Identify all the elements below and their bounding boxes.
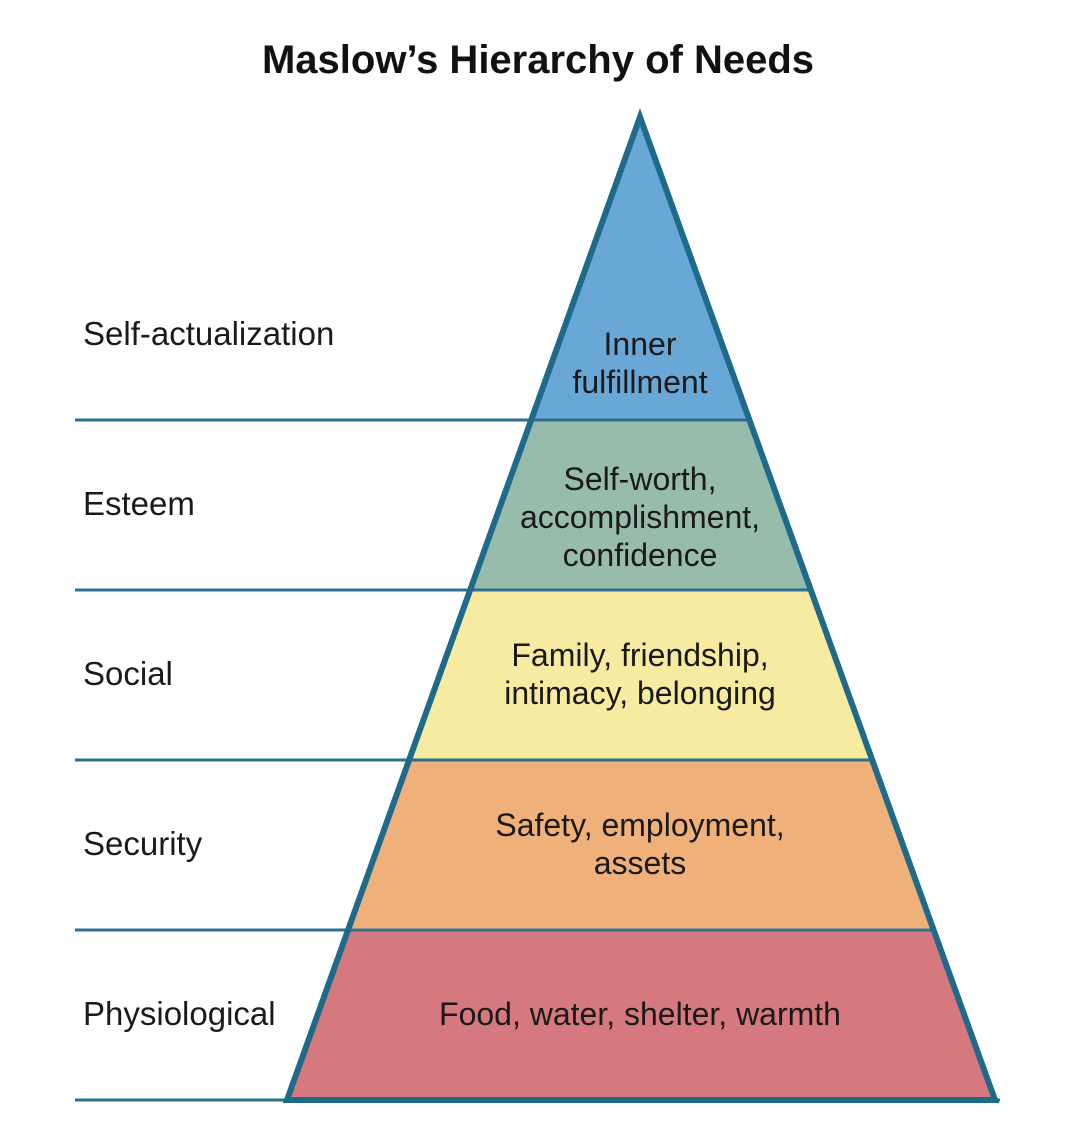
tier-description-line: fulfillment	[572, 364, 707, 400]
tier-description-line: assets	[594, 845, 686, 881]
pyramid-tier-self-actualization	[531, 117, 750, 420]
level-label: Security	[83, 825, 203, 862]
level-labels: Self-actualization Esteem Social Security Ph…	[83, 315, 334, 1032]
pyramid-outline	[282, 108, 1000, 1103]
tier-description-line: intimacy, belonging	[504, 675, 776, 711]
tier-description-line: accomplishment,	[520, 499, 760, 535]
tier-description-line: Inner	[604, 326, 677, 362]
tier-description-line: Safety, employment,	[495, 807, 784, 843]
diagram-title: Maslow’s Hierarchy of Needs	[262, 38, 814, 82]
pyramid-tier-esteem	[470, 420, 811, 590]
tier-description-line: Family, friendship,	[511, 637, 768, 673]
tier-description-line: confidence	[563, 537, 718, 573]
tier-description-line: Food, water, shelter, warmth	[439, 996, 841, 1032]
level-label: Social	[83, 655, 173, 692]
pyramid-tier-security	[348, 760, 934, 930]
pyramid-outline-shape	[282, 108, 1000, 1103]
level-label: Esteem	[83, 485, 195, 522]
pyramid-tiers	[287, 117, 995, 1100]
pyramid-tier-social	[409, 590, 873, 760]
level-label: Self-actualization	[83, 315, 334, 352]
pyramid-tier-physiological	[287, 930, 995, 1100]
level-label: Physiological	[83, 995, 276, 1032]
tier-description-line: Self-worth,	[564, 461, 717, 497]
